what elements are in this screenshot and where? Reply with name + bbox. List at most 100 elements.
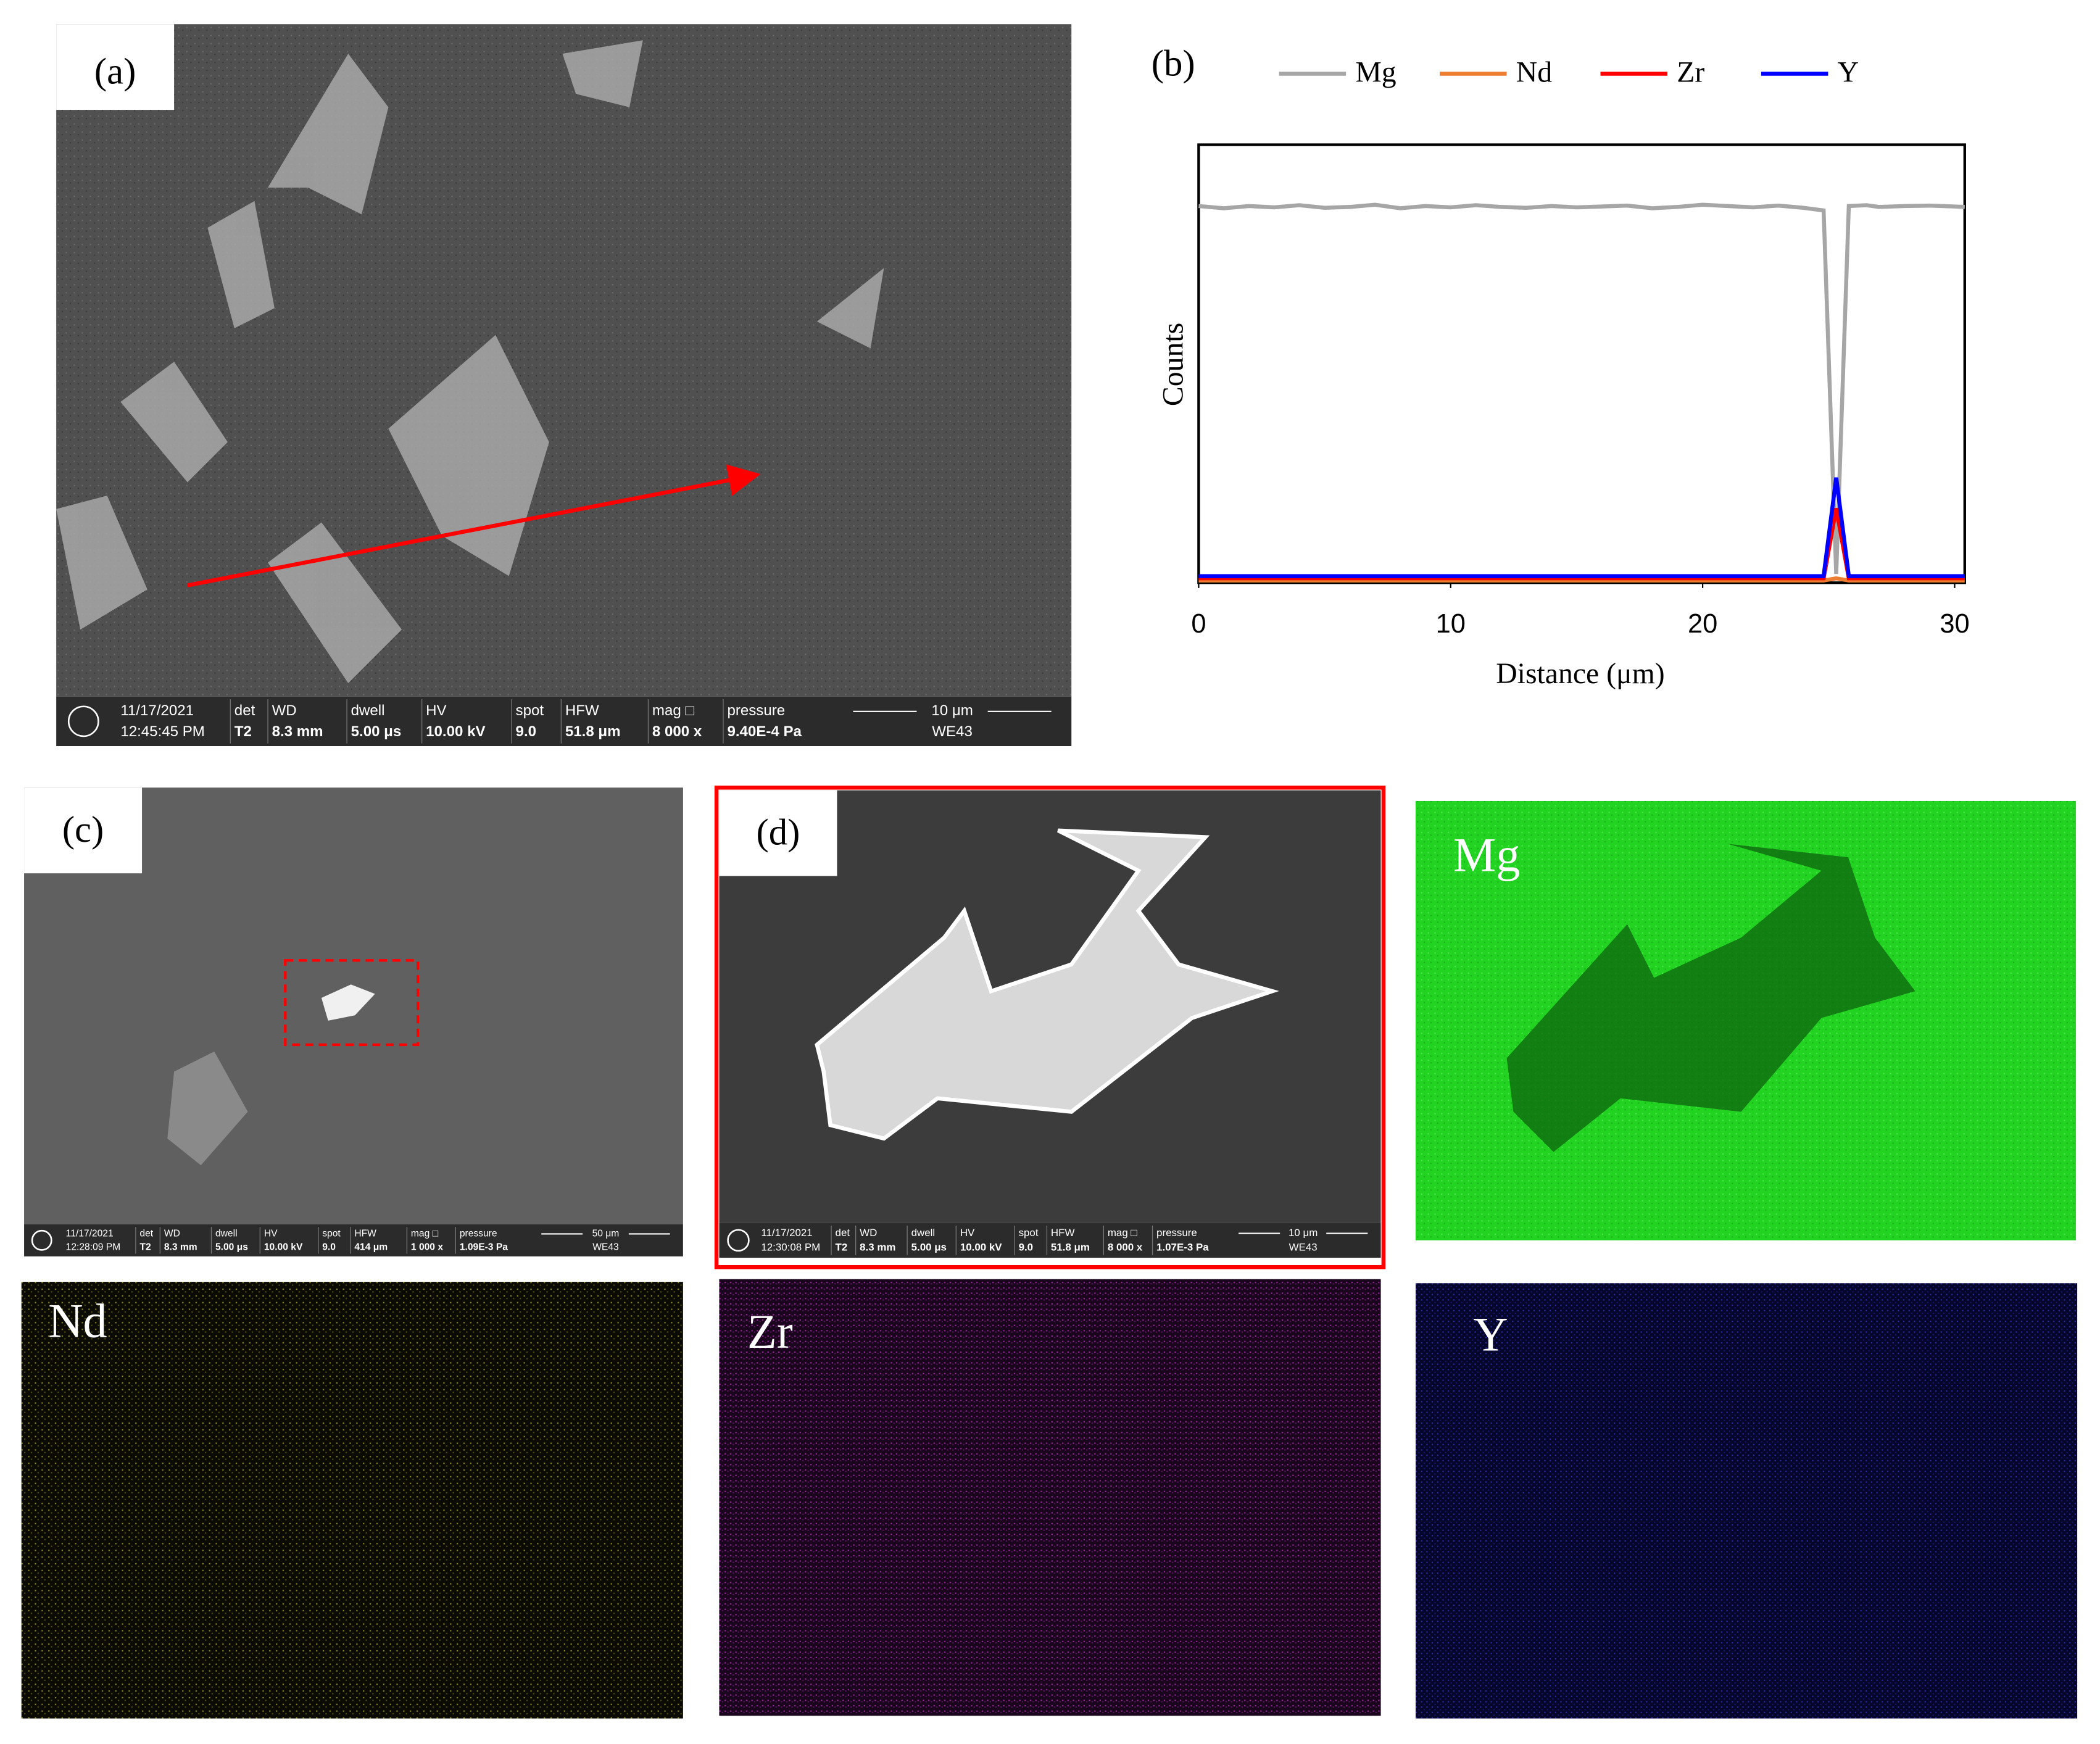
panel-label-box: [719, 790, 837, 876]
panel-label-box: [56, 24, 175, 110]
info-value: 5.00 μs: [351, 723, 402, 740]
info-value: 414 μm: [354, 1242, 388, 1252]
info-value: 8 000 x: [652, 723, 702, 740]
info-bar: [24, 1224, 683, 1256]
scale-label-bg: [583, 1229, 629, 1239]
logo: [67, 705, 99, 737]
info-value: 1.07E-3 Pa: [1156, 1242, 1209, 1253]
info-header: spot: [322, 1229, 341, 1239]
x-tick-label: 0: [1191, 609, 1206, 639]
legend-label: Y: [1838, 56, 1859, 89]
info-bar: [56, 696, 1072, 746]
info-header: pressure: [727, 702, 785, 719]
data-line: [1198, 202, 1965, 575]
panel-label-box: [24, 787, 143, 874]
info-time: 12:30:08 PM: [761, 1242, 820, 1253]
sem-feature: [167, 1051, 248, 1166]
y-axis-label: Counts: [1156, 323, 1189, 406]
map-background: [1415, 1283, 2078, 1719]
info-value: 8.3 mm: [272, 723, 323, 740]
scale-label-bg: [1280, 1228, 1327, 1239]
sem-image-c: (c): [24, 787, 683, 1224]
sample-name: WE43: [592, 1242, 619, 1252]
scale-label: 50 μm: [592, 1229, 620, 1239]
x-tick-label: 30: [1940, 609, 1969, 639]
panel-label: (a): [94, 51, 136, 93]
phase-particle: [815, 828, 1279, 1141]
logo: [727, 1229, 750, 1252]
data-line: [1198, 477, 1965, 578]
legend-label: Nd: [1516, 56, 1552, 89]
eds-map-y: Y: [1415, 1283, 2078, 1719]
map-background: [719, 1279, 1381, 1716]
map-background: [21, 1282, 683, 1719]
info-date: 11/17/2021: [120, 702, 194, 719]
info-bar: [719, 1223, 1381, 1258]
info-header: HV: [426, 702, 446, 719]
info-value: 10.00 kV: [960, 1242, 1002, 1253]
sem-image-d: (d): [714, 786, 1386, 1269]
panel-label: (c): [62, 809, 104, 850]
info-value: 9.0: [1019, 1242, 1034, 1253]
info-value: T2: [139, 1242, 151, 1252]
info-value: 8.3 mm: [860, 1242, 895, 1253]
info-header: HFW: [565, 702, 599, 719]
info-value: 51.8 μm: [565, 723, 621, 740]
map-label: Y: [1473, 1307, 1508, 1361]
info-header: mag □: [1108, 1227, 1137, 1239]
info-value: 9.0: [322, 1242, 336, 1252]
info-header: dwell: [351, 702, 385, 719]
info-header: WD: [164, 1229, 180, 1239]
info-header: HV: [264, 1229, 278, 1239]
info-value: 51.8 μm: [1051, 1242, 1090, 1253]
legend-label: Mg: [1355, 56, 1396, 89]
info-header: HV: [960, 1227, 975, 1239]
info-value: T2: [234, 723, 252, 740]
scale-label: 10 μm: [1289, 1227, 1318, 1239]
info-time: 12:45:45 PM: [120, 723, 205, 740]
x-tick-label: 20: [1688, 609, 1717, 639]
info-header: dwell: [911, 1227, 936, 1239]
info-value: 5.00 μs: [215, 1242, 248, 1252]
info-value: 1.09E-3 Pa: [460, 1242, 508, 1252]
info-value: 5.00 μs: [911, 1242, 947, 1253]
eds-map-mg: Mg: [1415, 800, 2076, 1240]
sample-name: WE43: [932, 723, 973, 740]
map-label: Zr: [747, 1305, 793, 1358]
info-header: HFW: [1051, 1227, 1075, 1239]
data-line: [1198, 576, 1965, 583]
logo: [31, 1229, 52, 1251]
info-date: 11/17/2021: [66, 1229, 114, 1239]
info-value: 9.0: [516, 723, 536, 740]
info-header: WD: [860, 1227, 877, 1239]
panel-label: (d): [757, 812, 800, 853]
eds-map-nd: Nd: [21, 1282, 683, 1719]
sem-info-bars: 11/17/2021 12:45:45 PM det T2 WD 8.3 mm dwell 5…: [24, 696, 1381, 1258]
sample-name: WE43: [1289, 1242, 1318, 1253]
sem-background: [56, 24, 1072, 697]
sem-feature: [321, 984, 375, 1021]
info-header: spot: [516, 702, 544, 719]
info-header: HFW: [354, 1229, 376, 1239]
map-label: Mg: [1453, 828, 1521, 881]
panel-label: (b): [1152, 43, 1195, 85]
line-chart: 0 10 20 30 Mg Nd Zr Y: [1191, 56, 1969, 639]
info-value: 1 000 x: [411, 1242, 443, 1252]
info-header: spot: [1019, 1227, 1039, 1239]
scale-label: 10 μm: [931, 702, 973, 719]
info-header: pressure: [460, 1229, 497, 1239]
data-line: [1198, 507, 1965, 581]
info-header: det: [234, 702, 255, 719]
legend-label: Zr: [1677, 56, 1704, 89]
info-header: mag □: [652, 702, 695, 719]
region-box: [284, 959, 420, 1047]
info-header: WD: [272, 702, 297, 719]
info-value: 8 000 x: [1108, 1242, 1143, 1253]
info-value: 10.00 kV: [264, 1242, 303, 1252]
x-tick-label: 10: [1436, 609, 1466, 639]
info-header: mag □: [411, 1229, 439, 1239]
map-label: Nd: [48, 1294, 107, 1348]
info-value: 9.40E-4 Pa: [727, 723, 802, 740]
